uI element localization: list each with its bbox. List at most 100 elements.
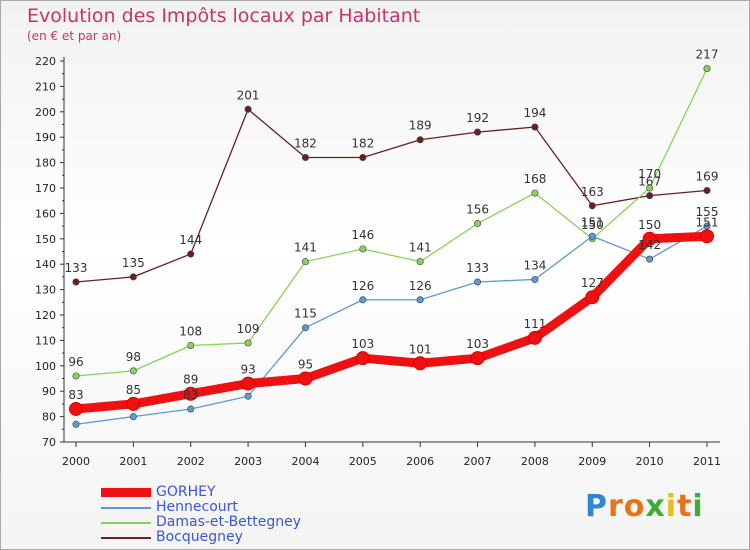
data-label-gorhey: 93 xyxy=(240,363,255,377)
logo-letter: i xyxy=(692,489,704,524)
data-point-bocquegney xyxy=(72,278,80,286)
data-label-hennecourt: 83 xyxy=(183,388,198,402)
data-point-damas-et-bettegney xyxy=(703,65,711,73)
y-tick-label: 220 xyxy=(35,55,56,68)
data-label-gorhey: 150 xyxy=(638,218,661,232)
data-point-damas-et-bettegney xyxy=(416,258,424,266)
x-tick-label: 2002 xyxy=(177,455,205,468)
data-label-damas-et-bettegney: 168 xyxy=(523,172,546,186)
y-tick-label: 110 xyxy=(35,334,56,347)
data-point-damas-et-bettegney xyxy=(244,339,252,347)
data-point-gorhey xyxy=(355,351,370,366)
data-label-gorhey: 111 xyxy=(523,317,546,331)
y-tick-label: 120 xyxy=(35,309,56,322)
data-point-hennecourt xyxy=(531,275,539,283)
data-point-gorhey xyxy=(298,371,313,386)
data-label-gorhey: 85 xyxy=(126,383,141,397)
legend-label: Bocquegney xyxy=(156,529,243,545)
data-label-gorhey: 103 xyxy=(466,337,489,351)
logo-letter: P xyxy=(585,489,608,524)
data-label-damas-et-bettegney: 150 xyxy=(581,218,604,232)
chart-title: Evolution des Impôts locaux par Habitant xyxy=(27,5,421,27)
y-tick-label: 160 xyxy=(35,207,56,220)
data-label-bocquegney: 163 xyxy=(581,185,604,199)
legend-item-hennecourt: Hennecourt xyxy=(101,500,301,515)
data-point-damas-et-bettegney xyxy=(129,367,137,375)
y-tick-label: 180 xyxy=(35,157,56,170)
logo-letter: x xyxy=(645,489,666,524)
y-tick-label: 80 xyxy=(42,411,56,424)
data-point-hennecourt xyxy=(588,232,596,240)
legend-label: Damas-et-Bettegney xyxy=(156,514,302,530)
data-point-damas-et-bettegney xyxy=(531,189,539,197)
data-point-gorhey xyxy=(183,386,198,401)
series-line-hennecourt xyxy=(75,225,708,425)
data-label-bocquegney: 189 xyxy=(409,119,432,133)
x-tick-label: 2010 xyxy=(636,455,664,468)
data-label-hennecourt: 142 xyxy=(638,238,661,252)
x-tick-label: 2011 xyxy=(693,455,721,468)
legend-item-damas-et-bettegney: Damas-et-Bettegney xyxy=(101,515,301,530)
data-point-gorhey xyxy=(126,396,141,411)
series-line-bocquegney xyxy=(75,108,708,283)
data-label-bocquegney: 167 xyxy=(638,175,661,189)
legend-swatch-damas-et-bettegney xyxy=(101,521,151,524)
logo-letter: t xyxy=(677,489,693,524)
data-label-damas-et-bettegney: 146 xyxy=(351,228,374,242)
data-point-gorhey xyxy=(413,356,428,371)
x-tick-label: 2001 xyxy=(119,455,147,468)
y-tick-label: 150 xyxy=(35,233,56,246)
data-point-bocquegney xyxy=(531,123,539,131)
data-point-hennecourt xyxy=(474,278,482,286)
x-tick-label: 2007 xyxy=(464,455,492,468)
data-point-damas-et-bettegney xyxy=(187,341,195,349)
x-tick-label: 2003 xyxy=(234,455,262,468)
data-point-hennecourt xyxy=(359,296,367,304)
data-label-gorhey: 89 xyxy=(183,373,198,387)
legend: GORHEY Hennecourt Damas-et-Bettegney Boc… xyxy=(101,485,301,545)
data-label-damas-et-bettegney: 109 xyxy=(237,322,260,336)
data-point-bocquegney xyxy=(359,154,367,162)
plot-area xyxy=(64,61,720,442)
data-label-hennecourt: 151 xyxy=(581,215,604,229)
data-point-hennecourt xyxy=(416,296,424,304)
data-point-gorhey xyxy=(241,376,256,391)
data-label-bocquegney: 192 xyxy=(466,111,489,125)
data-label-bocquegney: 182 xyxy=(351,137,374,151)
data-point-gorhey xyxy=(470,351,485,366)
y-tick-label: 200 xyxy=(35,106,56,119)
data-point-bocquegney xyxy=(646,192,654,200)
data-point-bocquegney xyxy=(703,187,711,195)
data-label-damas-et-bettegney: 217 xyxy=(696,48,719,62)
data-label-gorhey: 95 xyxy=(298,358,313,372)
legend-item-gorhey: GORHEY xyxy=(101,485,301,500)
data-point-damas-et-bettegney xyxy=(359,245,367,253)
data-label-gorhey: 83 xyxy=(68,388,83,402)
data-point-bocquegney xyxy=(301,154,309,162)
data-point-hennecourt xyxy=(301,324,309,332)
y-tick-label: 190 xyxy=(35,131,56,144)
y-tick-label: 140 xyxy=(35,258,56,271)
data-label-gorhey: 127 xyxy=(581,276,604,290)
y-tick-label: 70 xyxy=(42,436,56,449)
data-label-bocquegney: 135 xyxy=(122,256,145,270)
y-tick-label: 90 xyxy=(42,385,56,398)
proxiti-logo: Proxiti xyxy=(585,489,704,524)
data-point-gorhey xyxy=(527,330,542,345)
data-label-bocquegney: 133 xyxy=(65,261,88,275)
y-tick-label: 210 xyxy=(35,80,56,93)
data-label-hennecourt: 115 xyxy=(294,307,317,321)
data-point-bocquegney xyxy=(474,128,482,136)
data-point-bocquegney xyxy=(187,250,195,258)
y-tick-label: 130 xyxy=(35,284,56,297)
data-label-bocquegney: 201 xyxy=(237,88,260,102)
logo-letter: o xyxy=(623,489,646,524)
logo-letter: r xyxy=(608,489,624,524)
data-point-gorhey xyxy=(642,231,657,246)
data-label-hennecourt: 126 xyxy=(409,279,432,293)
x-tick-label: 2005 xyxy=(349,455,377,468)
data-label-gorhey: 151 xyxy=(696,215,719,229)
data-point-bocquegney xyxy=(244,105,252,113)
legend-swatch-gorhey xyxy=(101,488,151,497)
legend-swatch-bocquegney xyxy=(101,536,151,539)
